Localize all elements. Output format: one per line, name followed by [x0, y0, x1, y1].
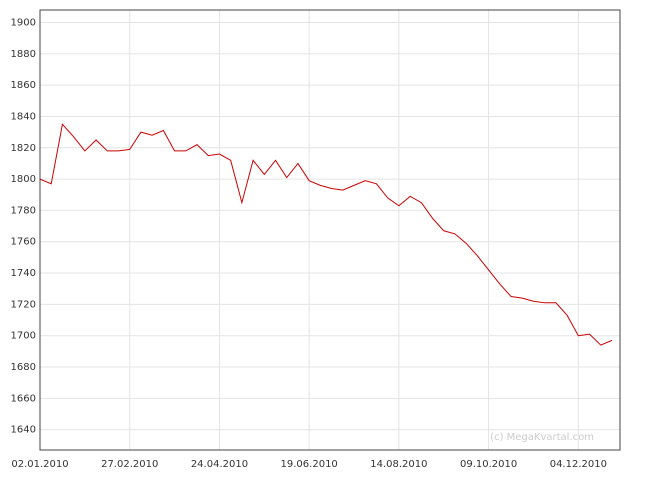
y-tick-label: 1740 — [11, 268, 36, 279]
plot-border — [39, 9, 621, 451]
x-tick-label: 02.01.2010 — [11, 459, 68, 470]
y-tick-label: 1880 — [11, 49, 36, 60]
line — [39, 123, 613, 346]
y-tick-label: 1840 — [11, 111, 36, 122]
x-tick-label: 24.04.2010 — [191, 459, 248, 470]
y-tick-label: 1700 — [11, 331, 36, 342]
y-tick-label: 1660 — [11, 393, 36, 404]
y-tick-label: 1900 — [11, 18, 36, 29]
y-tick-label: 1800 — [11, 174, 36, 185]
x-tick-label: 04.12.2010 — [550, 459, 607, 470]
y-tick-label: 1640 — [11, 425, 36, 436]
y-tick-label: 1780 — [11, 205, 36, 216]
y-tick-label: 1860 — [11, 80, 36, 91]
x-tick-label: 14.08.2010 — [370, 459, 427, 470]
x-tick-label: 27.02.2010 — [101, 459, 158, 470]
y-tick-label: 1720 — [11, 299, 36, 310]
x-tick-label: 09.10.2010 — [460, 459, 517, 470]
x-tick-label: 19.06.2010 — [281, 459, 338, 470]
y-tick-label: 1680 — [11, 362, 36, 373]
y-tick-label: 1820 — [11, 143, 36, 154]
watermark: (c) MegaKvartal.com — [490, 432, 594, 443]
y-tick-label: 1760 — [11, 237, 36, 248]
